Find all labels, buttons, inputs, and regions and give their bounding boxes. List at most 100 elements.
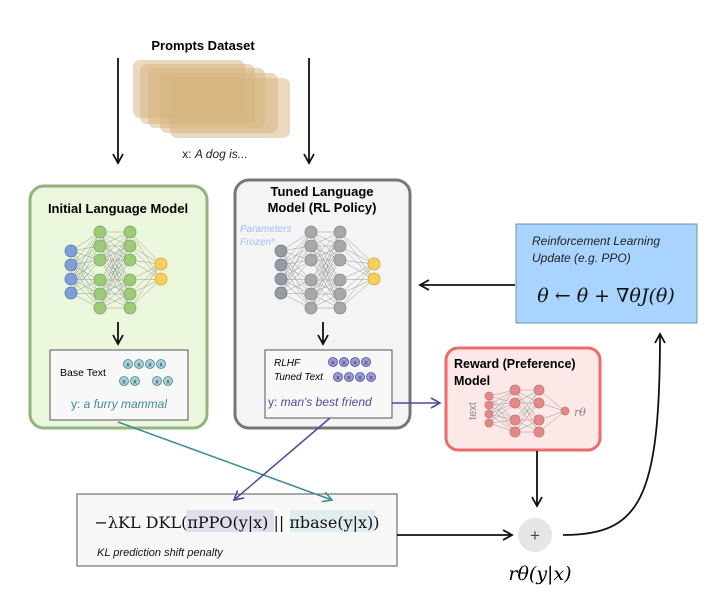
neuron [93, 239, 107, 253]
svg-text:x: x [166, 379, 170, 386]
neuron [64, 244, 78, 258]
neuron [93, 301, 107, 315]
neuron [333, 287, 347, 301]
neuron [533, 397, 545, 409]
svg-text:x: x [133, 379, 137, 386]
neuron [333, 225, 347, 239]
svg-text:x: x [364, 360, 368, 367]
neural-network-icon [64, 225, 168, 315]
neuron [484, 400, 494, 410]
neuron [154, 272, 168, 286]
reward-output-label: rθ [574, 406, 586, 419]
neuron [533, 384, 545, 396]
neuron [304, 239, 318, 253]
neuron [509, 426, 521, 438]
neuron [93, 253, 107, 267]
neuron [484, 391, 494, 401]
frozen-note-1: Parameters [240, 224, 292, 235]
svg-text:x: x [126, 362, 130, 369]
svg-text:x: x [155, 379, 159, 386]
neuron [123, 301, 137, 315]
initial-model-title: Initial Language Model [48, 201, 188, 216]
rl-update-formula: θ ← θ + ∇θJ(θ) [537, 285, 674, 307]
reward-model-title-2: Model [454, 374, 490, 388]
kl-formula: −λKL DKL(πPPO(y|x) || πbase(y|x)) [94, 513, 379, 532]
neuron [367, 272, 381, 286]
neuron [484, 418, 494, 428]
neuron [367, 257, 381, 271]
kl-caption: KL prediction shift penalty [97, 547, 224, 559]
neuron [304, 301, 318, 315]
svg-text:x: x [122, 379, 126, 386]
neural-network-icon [274, 225, 381, 315]
sum-node [518, 518, 552, 552]
neuron [274, 272, 288, 286]
neuron [509, 397, 521, 409]
neuron [560, 406, 570, 416]
neuron [64, 286, 78, 300]
neuron [123, 253, 137, 267]
neuron [304, 253, 318, 267]
tuned-model-title-2: Model (RL Policy) [268, 200, 377, 215]
tuned-model-title-1: Tuned Language [270, 184, 373, 199]
base-output: y: a furry mammal [71, 397, 167, 411]
rl-update-line-1: Reinforcement Learning [532, 234, 660, 248]
neuron [304, 287, 318, 301]
neuron [123, 273, 137, 287]
neuron [533, 426, 545, 438]
neuron [509, 414, 521, 426]
neuron [64, 272, 78, 286]
tuned-language-model: Tuned Language Model (RL Policy) Paramet… [233, 178, 412, 430]
neuron [274, 244, 288, 258]
frozen-note-2: Frozen* [240, 237, 276, 248]
arrow-base-to-kl [117, 421, 334, 503]
neuron [304, 273, 318, 287]
base-text-label: Base Text [60, 367, 106, 379]
neuron [333, 301, 347, 315]
neuron [304, 225, 318, 239]
neuron [93, 287, 107, 301]
reward-model: Reward (Preference) Model text rθ [444, 346, 602, 452]
neuron [123, 287, 137, 301]
svg-text:x: x [342, 360, 346, 367]
prompts-dataset-title: Prompts Dataset [151, 38, 255, 53]
neuron [509, 384, 521, 396]
neuron [333, 273, 347, 287]
svg-text:x: x [137, 362, 141, 369]
neuron [123, 225, 137, 239]
plus-icon: + [530, 526, 540, 545]
rlhf-label: RLHF [274, 358, 301, 369]
neuron [123, 239, 137, 253]
neuron [333, 239, 347, 253]
neuron [274, 258, 288, 272]
neuron [154, 257, 168, 271]
kl-penalty-box: −λKL DKL(πPPO(y|x) || πbase(y|x)) KL pre… [76, 493, 398, 567]
neuron [274, 286, 288, 300]
neuron [64, 258, 78, 272]
svg-text:x: x [353, 360, 357, 367]
token-icons: x x x xx x x x [328, 357, 376, 382]
initial-language-model: Initial Language Model Base Text x x x xx x x… [28, 184, 209, 430]
svg-text:x: x [347, 375, 351, 382]
neural-network-icon [484, 384, 570, 438]
svg-text:x: x [336, 375, 340, 382]
prompts-stack [133, 60, 290, 138]
neuron [484, 409, 494, 419]
arrow-sum-to-update [562, 332, 666, 536]
arrow-tuned-to-kl [232, 417, 331, 502]
reward-output-formula: rθ(y|x) [508, 563, 571, 585]
rl-update-box: Reinforcement Learning Update (e.g. PPO)… [515, 223, 698, 324]
reward-model-title-1: Reward (Preference) [454, 357, 576, 371]
neuron [93, 225, 107, 239]
svg-text:x: x [331, 360, 335, 367]
neuron [93, 273, 107, 287]
reward-input-label: text [467, 402, 479, 420]
rl-update-line-2: Update (e.g. PPO) [532, 251, 631, 265]
neuron [333, 253, 347, 267]
svg-text:x: x [148, 362, 152, 369]
neuron [533, 414, 545, 426]
svg-text:x: x [159, 362, 163, 369]
svg-text:x: x [369, 375, 373, 382]
tuned-output: y: man's best friend [268, 395, 372, 409]
